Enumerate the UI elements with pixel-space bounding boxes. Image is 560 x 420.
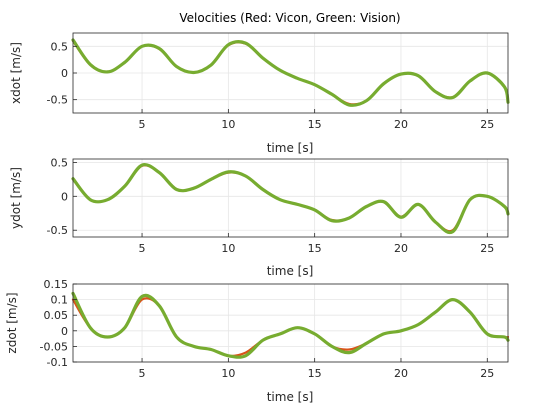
plot-area-ydot bbox=[73, 159, 508, 237]
ylabel-zdot: zdot [m/s] bbox=[5, 292, 19, 353]
x-tick-label-xdot: 20 bbox=[394, 118, 408, 131]
vision-series-line-xdot bbox=[71, 38, 510, 107]
plot-area-zdot bbox=[73, 284, 508, 362]
grid-ydot bbox=[73, 159, 508, 237]
y-tick-label-xdot: 0.5 bbox=[51, 40, 69, 53]
ticks-zdot: 5 10 15 20 25 -0.1 -0.05 0 0.05 0.1 0.15 bbox=[40, 278, 495, 380]
x-tick-label-zdot: 20 bbox=[394, 367, 408, 380]
subplot-xdot: 5 10 15 20 25 -0.5 0 0.5 time [s] xdot [m/s] bbox=[9, 32, 510, 155]
x-tick-label-zdot: 5 bbox=[139, 367, 146, 380]
series-group-xdot bbox=[71, 38, 510, 107]
y-tick-label-ydot: 0.5 bbox=[51, 156, 69, 169]
ticks-xdot: 5 10 15 20 25 -0.5 0 0.5 bbox=[47, 40, 495, 131]
y-tick-label-ydot: 0 bbox=[61, 190, 68, 203]
x-tick-label-ydot: 10 bbox=[221, 242, 235, 255]
y-tick-label-zdot: 0.15 bbox=[44, 278, 69, 291]
xlabel-zdot: time [s] bbox=[267, 390, 314, 404]
xlabel-xdot: time [s] bbox=[267, 141, 314, 155]
y-tick-label-xdot: -0.5 bbox=[47, 94, 68, 107]
xlabel-ydot: time [s] bbox=[267, 264, 314, 278]
x-tick-label-xdot: 5 bbox=[139, 118, 146, 131]
y-tick-label-zdot: -0.1 bbox=[47, 356, 68, 369]
x-tick-label-zdot: 25 bbox=[480, 367, 494, 380]
ylabel-ydot: ydot [m/s] bbox=[9, 167, 23, 229]
plot-frame-ydot bbox=[72, 158, 509, 238]
subplot-ydot: 5 10 15 20 25 -0.5 0 0.5 time [s] ydot [m/s] bbox=[9, 156, 510, 278]
vision-series-line-zdot bbox=[71, 291, 510, 359]
x-tick-label-xdot: 10 bbox=[221, 118, 235, 131]
series-group-zdot bbox=[71, 291, 510, 359]
x-tick-label-zdot: 15 bbox=[308, 367, 322, 380]
y-tick-label-ydot: -0.5 bbox=[47, 224, 68, 237]
x-tick-label-ydot: 25 bbox=[480, 242, 494, 255]
x-tick-label-ydot: 15 bbox=[308, 242, 322, 255]
ticks-ydot: 5 10 15 20 25 -0.5 0 0.5 bbox=[47, 156, 495, 255]
y-tick-label-zdot: -0.05 bbox=[40, 340, 68, 353]
figure-title: Velocities (Red: Vicon, Green: Vision) bbox=[179, 11, 400, 25]
y-tick-label-xdot: 0 bbox=[61, 67, 68, 80]
y-tick-label-zdot: 0.1 bbox=[51, 294, 69, 307]
y-tick-label-zdot: 0.05 bbox=[44, 309, 69, 322]
x-tick-label-xdot: 25 bbox=[480, 118, 494, 131]
x-tick-label-xdot: 15 bbox=[308, 118, 322, 131]
vision-series-line-ydot bbox=[71, 162, 510, 235]
x-tick-label-ydot: 20 bbox=[394, 242, 408, 255]
x-tick-label-ydot: 5 bbox=[139, 242, 146, 255]
plot-frame-zdot bbox=[72, 283, 509, 363]
ylabel-xdot: xdot [m/s] bbox=[9, 42, 23, 104]
x-tick-label-zdot: 10 bbox=[221, 367, 235, 380]
series-group-ydot bbox=[71, 162, 510, 235]
y-tick-label-zdot: 0 bbox=[61, 325, 68, 338]
